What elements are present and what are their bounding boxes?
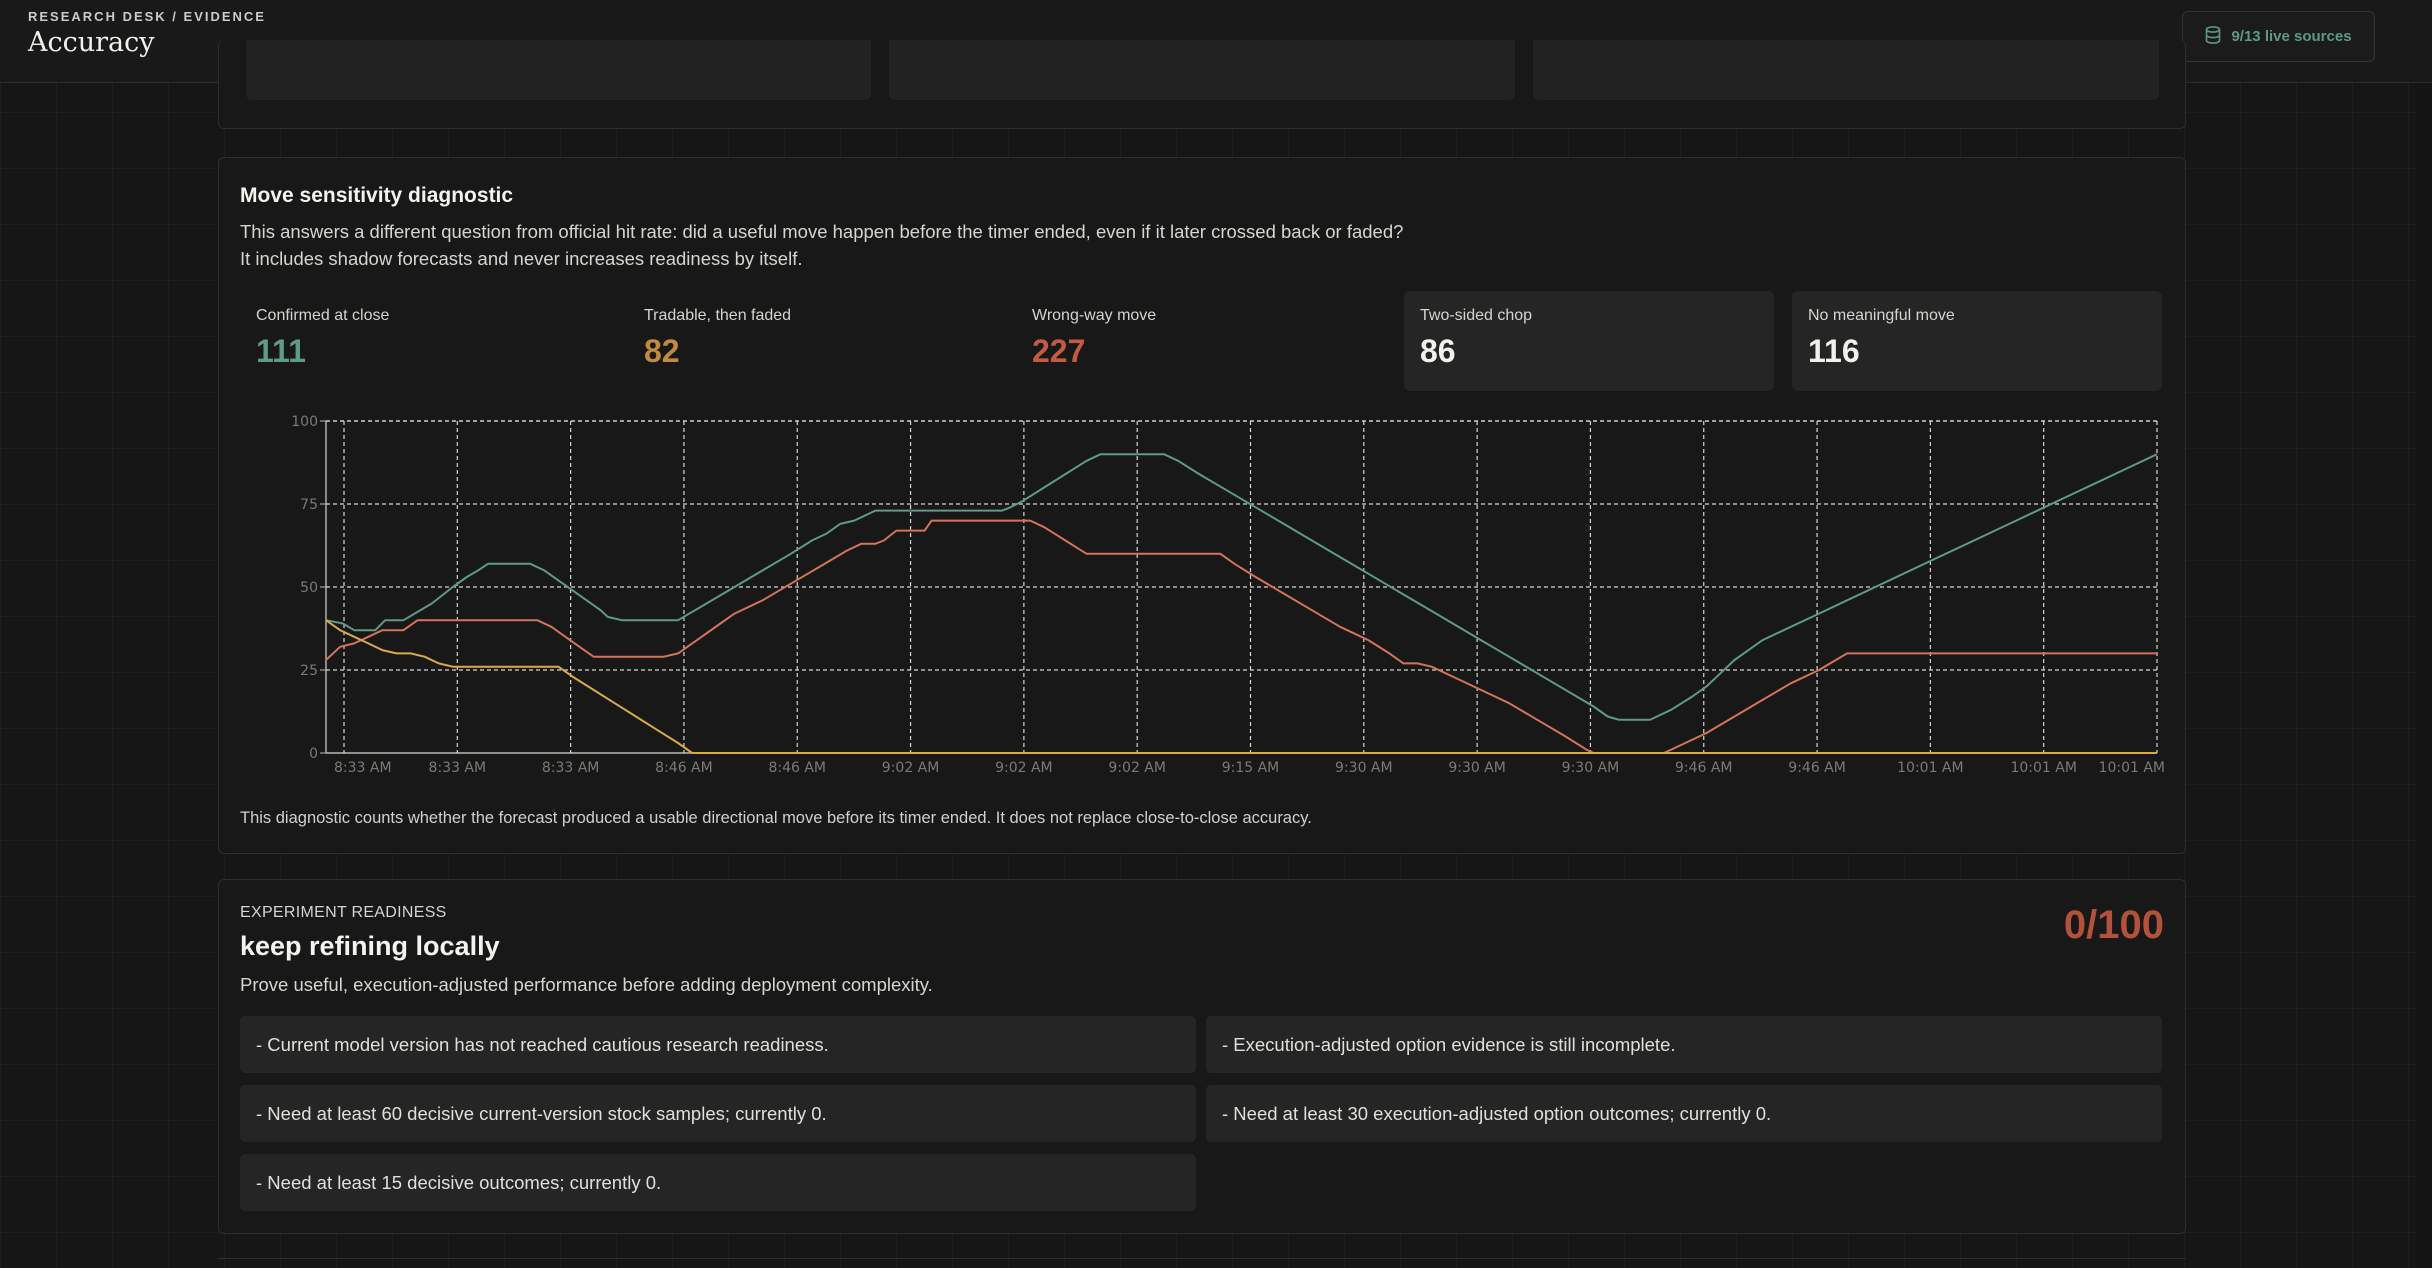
previous-section-tile bbox=[246, 40, 871, 100]
experiment-readiness-card: EXPERIMENT READINESS keep refining local… bbox=[218, 879, 2186, 1234]
x-tick-label: 9:15 AM bbox=[1222, 760, 1280, 776]
series-line-1 bbox=[325, 519, 2157, 754]
x-tick-label: 9:46 AM bbox=[1675, 760, 1733, 776]
chart-footnote: This diagnostic counts whether the forec… bbox=[240, 809, 1312, 827]
readiness-description: Prove useful, execution-adjusted perform… bbox=[240, 974, 933, 995]
stat-value: 116 bbox=[1808, 333, 1860, 369]
section-eyebrow: EXPERIMENT READINESS bbox=[240, 904, 447, 921]
series-line-0 bbox=[325, 453, 2158, 721]
stat-label: Wrong-way move bbox=[1032, 307, 1157, 324]
previous-section-card bbox=[218, 40, 2186, 129]
stat-value: 86 bbox=[1420, 333, 1456, 369]
divider bbox=[218, 1258, 2186, 1259]
readiness-reason: - Execution-adjusted option evidence is … bbox=[1206, 1016, 2162, 1073]
y-tick-label: 100 bbox=[291, 414, 318, 430]
readiness-score: 0/100 bbox=[2063, 903, 2164, 947]
series-line-2 bbox=[325, 619, 2157, 754]
y-tick-label: 75 bbox=[300, 497, 318, 513]
stat-tradable-then-faded: Tradable, then faded 82 bbox=[628, 291, 998, 391]
x-tick-label: 10:01 AM bbox=[1897, 760, 1963, 776]
stat-no-meaningful-move: No meaningful move 116 bbox=[1792, 291, 2162, 391]
previous-section-tile bbox=[1533, 40, 2159, 100]
live-sources-button[interactable]: 9/13 live sources bbox=[2182, 11, 2375, 62]
readiness-reason: - Current model version has not reached … bbox=[240, 1016, 1196, 1073]
section-description: This answers a different question from o… bbox=[240, 218, 1403, 272]
stat-label: Two-sided chop bbox=[1420, 307, 1533, 324]
x-tick-label: 8:46 AM bbox=[655, 760, 713, 776]
previous-section-tile bbox=[889, 40, 1515, 100]
y-tick-label: 25 bbox=[300, 663, 318, 679]
database-icon bbox=[2205, 25, 2221, 48]
x-tick-label: 9:02 AM bbox=[882, 760, 940, 776]
x-tick-label: 9:02 AM bbox=[995, 760, 1053, 776]
x-tick-label: 10:01 AM bbox=[2010, 760, 2076, 776]
stat-label: Tradable, then faded bbox=[644, 307, 792, 324]
live-sources-label: 9/13 live sources bbox=[2231, 28, 2352, 45]
x-tick-label: 9:30 AM bbox=[1448, 760, 1506, 776]
y-tick-label: 50 bbox=[300, 580, 318, 596]
page-title: Accuracy bbox=[28, 27, 155, 58]
stat-value: 111 bbox=[256, 333, 306, 369]
stat-value: 227 bbox=[1032, 333, 1086, 369]
readiness-reason: - Need at least 30 execution-adjusted op… bbox=[1206, 1085, 2162, 1142]
stat-wrong-way-move: Wrong-way move 227 bbox=[1016, 291, 1386, 391]
stat-label: Confirmed at close bbox=[256, 307, 390, 324]
move-sensitivity-card: Move sensitivity diagnostic This answers… bbox=[218, 157, 2186, 854]
breadcrumb: RESEARCH DESK / EVIDENCE bbox=[28, 9, 266, 24]
stat-value: 82 bbox=[644, 333, 680, 369]
readiness-reason: - Need at least 60 decisive current-vers… bbox=[240, 1085, 1196, 1142]
stat-two-sided-chop: Two-sided chop 86 bbox=[1404, 291, 1774, 391]
readiness-reason: - Need at least 15 decisive outcomes; cu… bbox=[240, 1154, 1196, 1211]
y-tick-label: 0 bbox=[309, 746, 318, 762]
x-tick-label: 10:01 AM bbox=[2099, 760, 2165, 776]
x-tick-label: 8:33 AM bbox=[334, 760, 392, 776]
x-tick-label: 8:33 AM bbox=[542, 760, 600, 776]
description-line: This answers a different question from o… bbox=[240, 221, 1404, 242]
x-tick-label: 9:02 AM bbox=[1108, 760, 1166, 776]
readiness-status: keep refining locally bbox=[240, 931, 500, 961]
stat-label: No meaningful move bbox=[1808, 307, 1955, 324]
x-tick-label: 9:30 AM bbox=[1335, 760, 1393, 776]
description-line: It includes shadow forecasts and never i… bbox=[240, 248, 803, 269]
x-tick-label: 9:46 AM bbox=[1788, 760, 1846, 776]
x-tick-label: 8:33 AM bbox=[429, 760, 487, 776]
page-scrollbar[interactable] bbox=[2416, 83, 2432, 1268]
move-sensitivity-chart: 0 25 50 75 100 8:33 AM 8:33 AM 8:33 AM 8:46 AM 8:… bbox=[291, 414, 2165, 776]
stat-confirmed-at-close: Confirmed at close 111 bbox=[240, 291, 610, 391]
x-tick-label: 8:46 AM bbox=[768, 760, 826, 776]
section-title: Move sensitivity diagnostic bbox=[240, 184, 514, 207]
x-tick-label: 9:30 AM bbox=[1562, 760, 1620, 776]
